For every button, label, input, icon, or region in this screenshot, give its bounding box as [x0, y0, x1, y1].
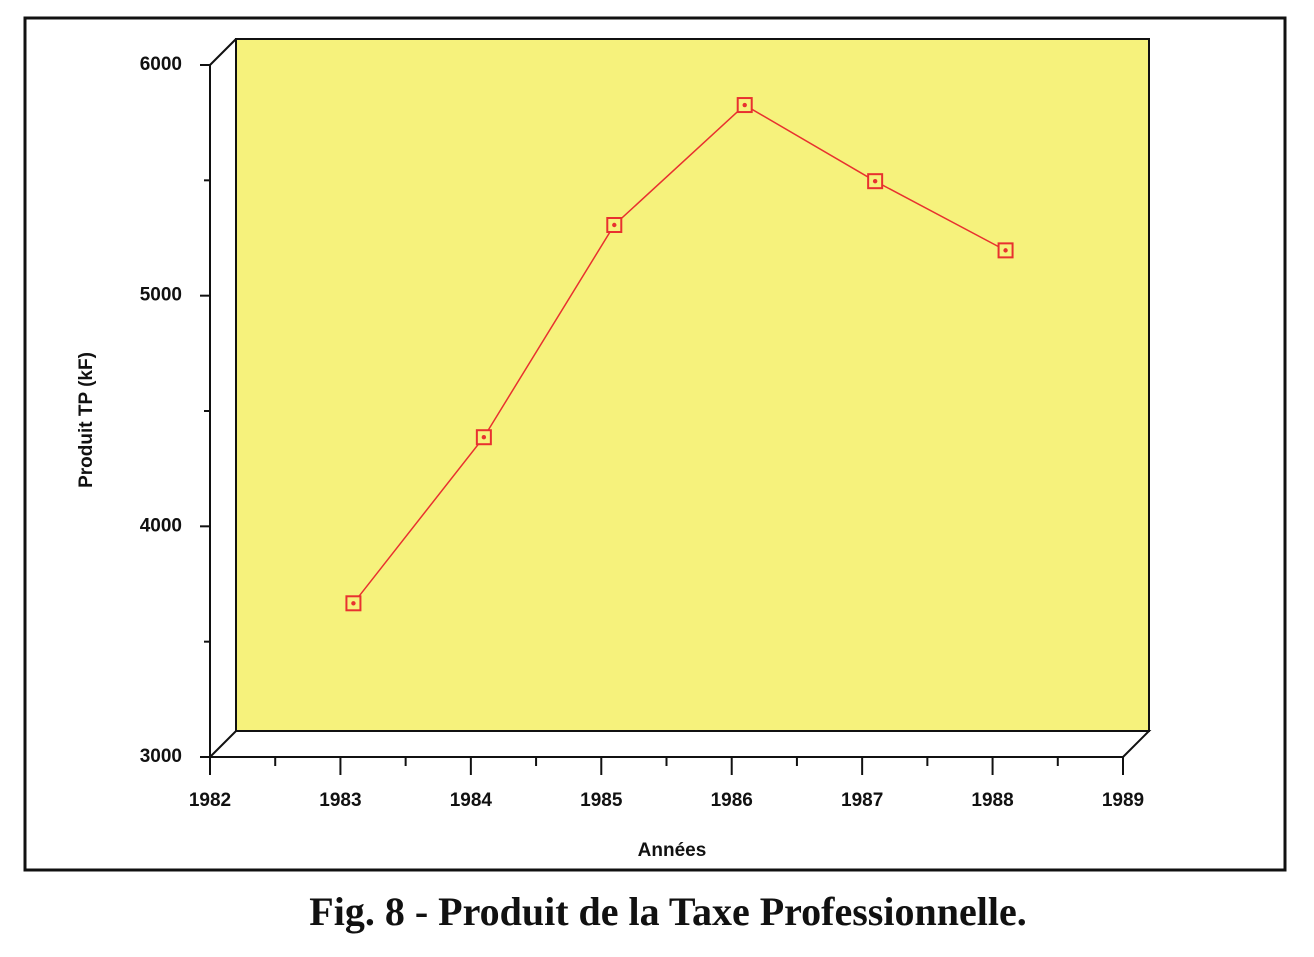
point-dot	[481, 435, 487, 440]
x-tick-label: 1983	[319, 790, 361, 811]
x-tick-label: 1989	[1102, 790, 1144, 811]
frame	[23, 16, 1287, 872]
caption: Fig. 8 - Produit de la Taxe Professionne…	[309, 889, 1026, 934]
side-wall	[209, 38, 237, 66]
x-tick-label: 1988	[971, 790, 1013, 811]
plot-background	[235, 38, 1150, 732]
x-tick-label: 1987	[841, 790, 883, 811]
x-axis-label: Années	[638, 840, 707, 861]
point-dot	[612, 222, 617, 228]
x-tick-label: 1986	[711, 790, 753, 811]
x-tick-label: 1984	[450, 790, 493, 811]
y-axis-label: Produit TP (kF)	[76, 352, 97, 488]
series-line	[352, 104, 1006, 604]
y-tick-label: 4000	[140, 515, 182, 536]
point-dot	[742, 102, 747, 108]
x-tick-label: 1982	[189, 790, 231, 811]
y-tick-label: 6000	[140, 54, 182, 75]
y-tick-label: 5000	[140, 285, 182, 306]
y-tick-label: 3000	[140, 746, 182, 767]
point-dot	[351, 601, 356, 606]
point-dot	[1003, 248, 1008, 253]
x-tick-label: 1985	[580, 790, 623, 811]
point-dot	[872, 178, 878, 184]
floor	[209, 730, 1152, 758]
